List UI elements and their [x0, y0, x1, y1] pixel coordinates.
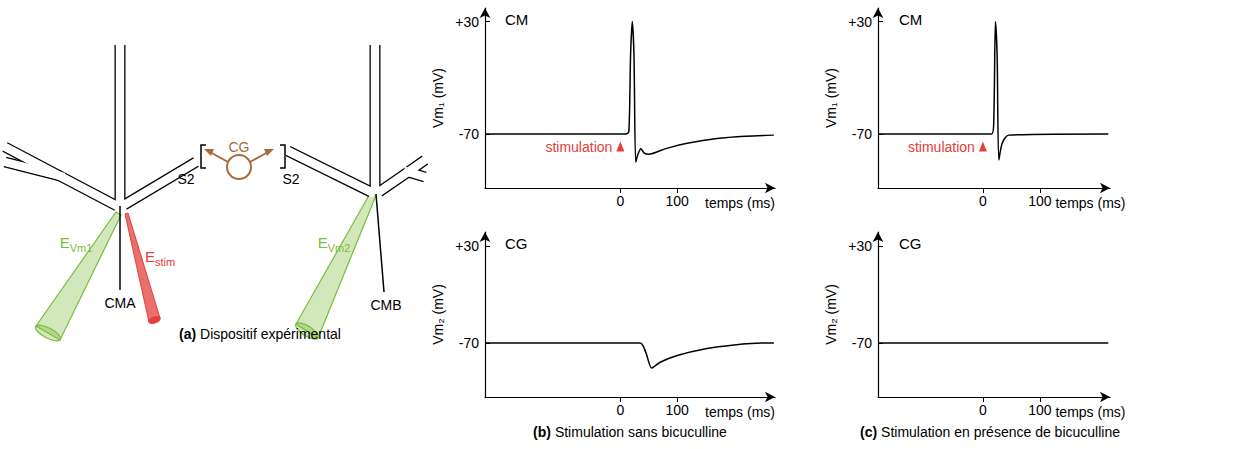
svg-text:temps (ms): temps (ms) [705, 195, 775, 211]
svg-text:-70: -70 [852, 335, 872, 351]
svg-text:Estim: Estim [145, 248, 175, 268]
html-text:(b) Stimulation sans bicuculli: (b) Stimulation sans bicuculline [533, 424, 727, 440]
svg-text:CM: CM [505, 11, 528, 28]
svg-text:temps (ms): temps (ms) [1055, 404, 1125, 420]
svg-text:100: 100 [1028, 193, 1052, 209]
svg-text:+30: +30 [455, 14, 479, 30]
svg-text:CMB: CMB [370, 297, 401, 313]
svg-text:100: 100 [1028, 402, 1052, 418]
svg-text:S2: S2 [177, 171, 194, 187]
svg-text:0: 0 [616, 402, 624, 418]
svg-text:CMA: CMA [104, 295, 136, 311]
svg-text:+30: +30 [848, 238, 872, 254]
svg-text:0: 0 [979, 402, 987, 418]
svg-text:Vm₁ (mV): Vm₁ (mV) [823, 68, 839, 128]
svg-text:-70: -70 [459, 335, 479, 351]
svg-text:EVm1: EVm1 [60, 234, 93, 254]
svg-text:0: 0 [616, 193, 624, 209]
svg-text:-70: -70 [852, 126, 872, 142]
svg-text:CM: CM [899, 11, 922, 28]
html-text:(c) Stimulation en présence de: (c) Stimulation en présence de bicuculli… [860, 424, 1120, 440]
svg-text:CG: CG [899, 235, 922, 252]
svg-text:stimulation: stimulation [545, 139, 612, 155]
svg-text:S2: S2 [282, 171, 299, 187]
html-text:(a) Dispositif expérimental: (a) Dispositif expérimental [179, 326, 341, 342]
svg-text:100: 100 [666, 402, 690, 418]
svg-text:+30: +30 [848, 14, 872, 30]
svg-text:Vm₂ (mV): Vm₂ (mV) [430, 284, 446, 345]
svg-text:Vm₁ (mV): Vm₁ (mV) [430, 68, 446, 128]
svg-text:CG: CG [229, 139, 250, 155]
svg-text:100: 100 [666, 193, 690, 209]
svg-text:+30: +30 [455, 238, 479, 254]
svg-text:EVm2: EVm2 [318, 234, 351, 254]
svg-text:temps (ms): temps (ms) [1055, 195, 1125, 211]
svg-text:stimulation: stimulation [908, 139, 975, 155]
svg-text:temps (ms): temps (ms) [705, 404, 775, 420]
svg-text:Vm₂ (mV): Vm₂ (mV) [823, 284, 839, 345]
svg-text:CG: CG [505, 235, 528, 252]
svg-text:-70: -70 [459, 126, 479, 142]
svg-text:0: 0 [979, 193, 987, 209]
